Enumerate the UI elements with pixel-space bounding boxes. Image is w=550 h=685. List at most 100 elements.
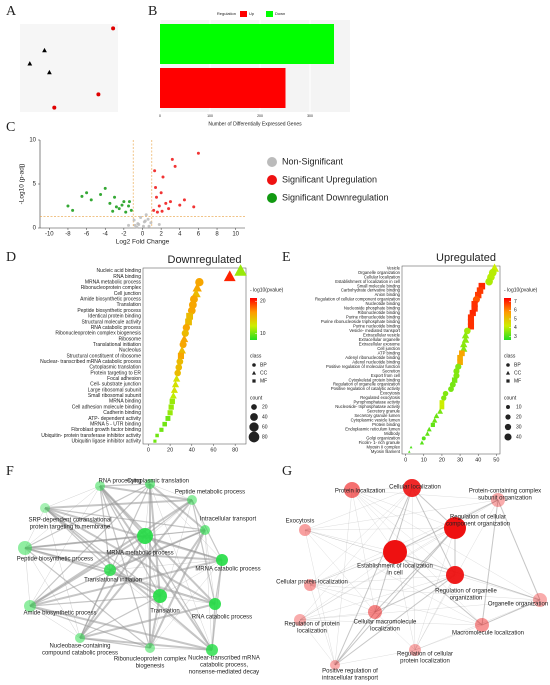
volcano-point <box>168 200 172 204</box>
legend-marker <box>252 379 256 383</box>
term-label: Fibroblast growth factor binding <box>71 427 141 433</box>
term-label: Organelle organization <box>358 270 401 275</box>
y-axis-label: -Log10 (p-adj) <box>19 164 26 205</box>
x-tick-label: 10 <box>232 232 239 238</box>
dot-marker <box>441 395 447 401</box>
term-label: Purine ribonucleoside triphosphate bindi… <box>321 319 401 324</box>
dot-marker <box>169 398 175 405</box>
network-edge <box>149 483 223 561</box>
network-edge <box>144 535 161 597</box>
network-edge <box>149 529 206 649</box>
legend-size <box>251 404 257 410</box>
dot-marker <box>419 440 425 445</box>
term-label: Purine ribonucleotide binding <box>346 315 401 320</box>
network-edge <box>374 574 456 613</box>
x-tick-label: -2 <box>121 232 127 238</box>
node-label: SRP-dependent cotranslational <box>28 518 111 524</box>
dot-marker <box>172 374 181 382</box>
network-edge <box>24 483 151 549</box>
volcano-point <box>108 201 112 205</box>
node-label: protein localization <box>400 659 450 665</box>
network-edge <box>29 605 151 649</box>
x-tick-label: 6 <box>197 232 201 238</box>
dot-marker <box>165 415 171 421</box>
x-tick-label: 40 <box>475 457 481 463</box>
node-label: organization <box>450 596 483 602</box>
legend-label: 40 <box>262 414 268 420</box>
network-edge <box>299 487 413 621</box>
legend-title: Regulation <box>217 11 236 16</box>
term-label: RNA binding <box>113 274 141 280</box>
legend-size <box>504 423 512 431</box>
node-label: Organelle organization <box>488 602 548 608</box>
term-label: Pyrophosphatase activity <box>353 400 400 405</box>
network-edge <box>44 485 101 509</box>
term-label: Extracellular organelle <box>359 337 401 342</box>
network-edge <box>304 529 376 613</box>
volcano-point <box>160 209 164 213</box>
dot-marker <box>407 450 411 453</box>
volcano-point <box>155 210 159 214</box>
dot-marker <box>442 390 449 397</box>
x-tick-label: 10 <box>421 457 427 463</box>
term-label: Nuclear- transcribed mRNA catabolic proc… <box>40 359 141 365</box>
legend-marker <box>251 370 257 375</box>
volcano-point <box>157 222 161 226</box>
network-node <box>24 600 36 612</box>
colorbar <box>504 298 511 340</box>
network-edge <box>149 647 213 651</box>
term-label: Amide biosynthetic process <box>80 297 141 303</box>
term-label: Ribosome <box>118 336 141 342</box>
dot-marker <box>430 422 435 428</box>
legend-label: 40 <box>516 434 522 440</box>
network-edge <box>24 535 146 549</box>
network-edge <box>29 605 81 639</box>
volcano-point <box>154 195 158 199</box>
dot-marker <box>223 270 236 282</box>
y-tick-label: 5 <box>33 182 37 188</box>
network-node <box>209 598 221 610</box>
volcano-point <box>170 157 174 161</box>
network-edge <box>159 559 223 597</box>
network-node <box>330 660 340 670</box>
volcano-point <box>66 204 70 208</box>
volcano-point <box>99 193 103 197</box>
term-label: Cell- substrate junction <box>90 382 141 388</box>
network-edge <box>497 499 541 601</box>
network-node <box>75 633 85 643</box>
x-tick-label: -10 <box>45 232 54 238</box>
network-edge <box>304 529 336 666</box>
term-label: Translational initiation <box>93 342 141 348</box>
node-label: Regulation of cellular <box>450 515 506 521</box>
y-tick-label: 10 <box>29 138 36 144</box>
node-label: Cellular macromolecule <box>354 620 417 626</box>
node-label: intracellular transport <box>322 676 378 682</box>
term-label: Large ribosomal subunit <box>88 387 142 393</box>
term-label: Nucleoside- triphosphatase activity <box>335 404 401 409</box>
network-node <box>403 479 421 497</box>
term-label: Extracellular exosome <box>359 341 401 346</box>
dot-marker <box>451 377 458 383</box>
volcano-point <box>173 164 177 168</box>
network-edge <box>351 489 396 553</box>
network-edge <box>394 551 541 601</box>
node-label: protein targeting to membrane <box>30 525 111 531</box>
legend-marker <box>252 363 256 367</box>
volcano-point <box>167 207 171 211</box>
term-label: Cadherin binding <box>103 410 141 416</box>
dot-marker <box>191 288 201 298</box>
volcano-point <box>178 203 182 207</box>
volcano-point <box>114 205 118 209</box>
legend-size <box>504 433 512 441</box>
legend-label: BP <box>514 362 521 368</box>
node-label: Ribonucleoprotein complex <box>114 657 186 663</box>
network-edge <box>304 499 499 531</box>
network-edge <box>299 619 483 626</box>
volcano-point <box>146 217 150 221</box>
term-label: Cell junction <box>377 346 400 351</box>
network-edge <box>414 624 483 651</box>
term-label: Anion binding <box>375 292 401 297</box>
panel-label: G <box>282 464 292 479</box>
network-node <box>40 503 50 513</box>
term-label: Cell adhesion molecule binding <box>72 404 141 410</box>
